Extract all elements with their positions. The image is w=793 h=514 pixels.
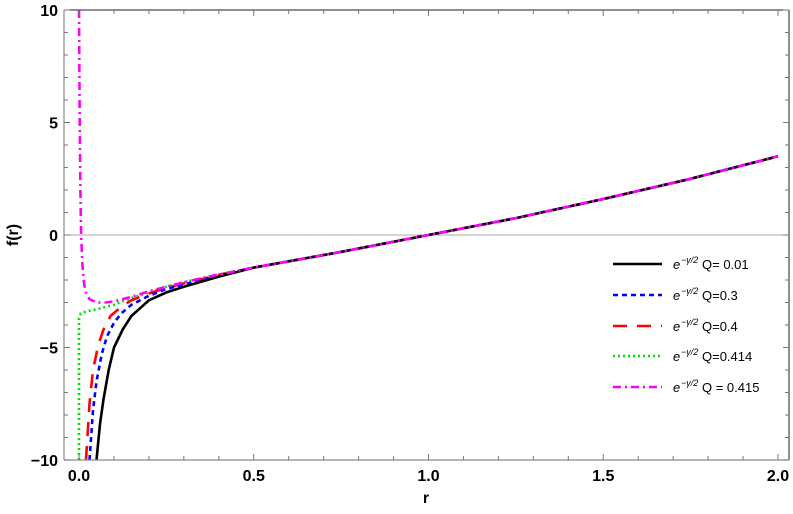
legend-label-exponent: −γ/2 [681,347,698,357]
axis-ticks [64,9,789,461]
legend-label-base: e [673,257,680,272]
legend-label-exponent: −γ/2 [681,286,698,296]
legend-item: e −γ/2 Q=0.414 [613,347,752,364]
y-tick-label: −5 [40,341,58,358]
x-tick-label: 0.0 [68,468,90,485]
legend-label-text: Q = 0.415 [702,380,759,395]
x-tick-label: 1.5 [592,468,614,485]
legend-item: e −γ/2 Q=0.4 [613,317,738,334]
y-tick-label: −10 [31,453,58,470]
y-axis-label: f(r) [5,224,22,246]
legend-label-text: Q=0.414 [702,349,752,364]
y-tick-label: 5 [49,116,58,133]
legend-label-text: Q=0.4 [702,319,738,334]
series-layer [77,10,779,460]
legend: e −γ/2 Q= 0.01e −γ/2 Q=0.3e −γ/2 Q=0.4e −γ/2… [613,255,759,395]
legend-label-base: e [673,349,680,364]
legend-label-text: Q=0.3 [702,288,738,303]
legend-label-base: e [673,319,680,334]
y-axis-tick-labels: −10 −5 0 5 10 [31,3,58,470]
legend-label-base: e [673,380,680,395]
legend-label-exponent: −γ/2 [681,317,698,327]
series-line [77,10,779,304]
x-axis-tick-labels: 0.0 0.5 1.0 1.5 2.0 [68,468,789,485]
legend-label-text: Q= 0.01 [702,257,749,272]
x-tick-label: 1.0 [417,468,439,485]
x-tick-label: 0.5 [243,468,265,485]
y-tick-label: 10 [40,3,58,20]
legend-label-exponent: −γ/2 [681,378,698,388]
legend-label-exponent: −γ/2 [681,255,698,265]
x-axis-label: r [423,490,429,507]
legend-item: e −γ/2 Q = 0.415 [613,378,759,395]
y-tick-label: 0 [49,228,58,245]
legend-item: e −γ/2 Q= 0.01 [613,255,749,272]
x-tick-label: 2.0 [767,468,789,485]
legend-label-base: e [673,288,680,303]
legend-item: e −γ/2 Q=0.3 [613,286,738,303]
